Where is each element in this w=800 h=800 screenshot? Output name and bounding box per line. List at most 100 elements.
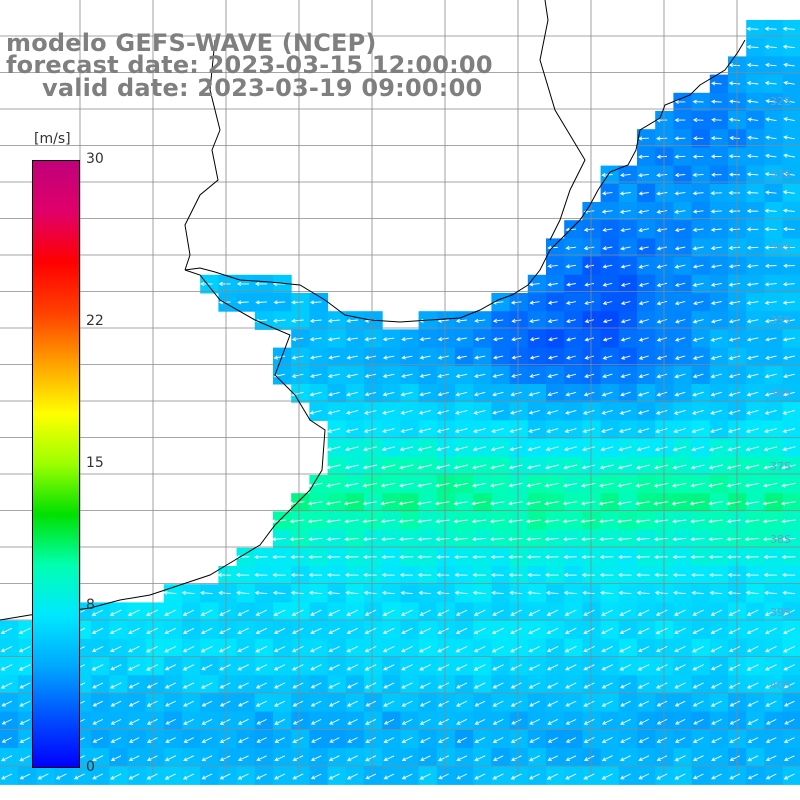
wind-arrow	[617, 464, 632, 470]
wind-arrow	[655, 664, 668, 671]
wind-arrow	[400, 590, 413, 595]
wind-arrow	[710, 191, 722, 196]
wind-arrow	[656, 319, 668, 324]
wind-arrow	[437, 337, 449, 342]
wind-arrow	[584, 373, 595, 378]
wind-arrow	[37, 773, 49, 780]
wind-arrow	[638, 373, 649, 379]
wind-arrow	[765, 355, 777, 360]
wind-arrow	[691, 572, 705, 577]
wind-arrow	[271, 537, 286, 542]
wind-arrow	[419, 664, 431, 671]
wind-arrow	[417, 555, 432, 560]
wind-arrow	[419, 682, 431, 689]
wind-arrow	[347, 737, 358, 743]
wind-arrow	[380, 464, 396, 470]
wind-arrow	[620, 300, 631, 306]
wind-arrow	[674, 282, 686, 287]
wind-arrow	[764, 590, 777, 595]
wind-arrow	[728, 300, 741, 306]
wind-arrow	[91, 627, 104, 634]
wind-arrow	[728, 117, 741, 122]
wind-arrow	[692, 664, 704, 671]
wind-arrow	[363, 428, 377, 433]
wind-arrow	[346, 627, 359, 634]
wind-arrow	[109, 609, 122, 616]
wind-arrow	[746, 664, 759, 671]
wind-arrow	[783, 773, 795, 780]
wind-arrow	[581, 555, 596, 560]
wind-arrow	[746, 391, 759, 397]
wind-arrow	[365, 718, 377, 725]
wind-arrow	[728, 227, 741, 232]
wind-arrow	[525, 519, 541, 524]
wind-arrow	[729, 718, 740, 725]
wind-arrow	[417, 519, 432, 524]
wind-arrow	[765, 62, 777, 68]
wind-arrow	[671, 482, 687, 488]
wind-arrow	[692, 609, 704, 616]
wind-arrow	[328, 755, 340, 762]
wind-arrow	[673, 428, 686, 434]
wind-arrow	[528, 391, 541, 397]
wind-arrow	[764, 44, 777, 49]
wind-arrow	[237, 664, 249, 671]
wind-arrow	[620, 700, 631, 707]
wind-arrow	[455, 318, 468, 323]
wind-arrow	[19, 700, 31, 707]
wind-arrow	[146, 627, 158, 635]
wind-arrow	[728, 282, 741, 287]
wind-arrow	[728, 355, 741, 360]
wind-arrow	[525, 501, 541, 506]
wind-arrow	[547, 300, 558, 305]
wind-arrow	[764, 609, 777, 616]
wind-arrow	[783, 737, 795, 743]
wind-arrow	[708, 519, 723, 524]
wind-arrow	[436, 590, 450, 595]
wind-arrow	[710, 227, 722, 232]
wind-arrow	[674, 319, 686, 324]
wind-arrow	[400, 391, 413, 397]
wind-arrow	[692, 355, 704, 360]
wind-arrow	[672, 555, 687, 560]
wind-arrow	[728, 172, 741, 177]
wind-arrow	[528, 664, 541, 671]
wind-arrow	[782, 446, 796, 452]
wind-arrow	[565, 373, 577, 378]
colorbar-tick-label: 30	[86, 151, 104, 167]
wind-arrow	[344, 482, 359, 488]
wind-arrow	[638, 337, 649, 342]
wind-arrow	[746, 319, 759, 324]
wind-arrow	[727, 446, 741, 452]
wind-arrow	[564, 627, 577, 634]
wind-arrow	[508, 519, 523, 524]
wind-arrow	[274, 718, 286, 725]
wind-arrow	[728, 409, 741, 415]
wind-arrow	[674, 373, 686, 379]
latitude-label: 37S	[770, 460, 791, 473]
wind-arrow	[436, 410, 450, 415]
wind-arrow	[91, 646, 104, 653]
wind-arrow	[600, 428, 613, 433]
wind-arrow	[274, 773, 286, 780]
wind-arrow	[489, 537, 505, 542]
colorbar-tick-label: 22	[86, 313, 104, 330]
wind-arrow	[783, 318, 795, 324]
wind-arrow	[383, 682, 395, 689]
wind-arrow	[417, 572, 432, 577]
wind-arrow	[764, 627, 777, 635]
wind-arrow	[529, 700, 540, 707]
wind-arrow	[636, 590, 650, 595]
wind-arrow	[635, 501, 651, 506]
wind-arrow	[435, 464, 450, 470]
wind-arrow	[380, 501, 396, 506]
wind-arrow	[146, 664, 158, 671]
wind-arrow	[656, 355, 668, 360]
wind-arrow	[346, 318, 359, 323]
wind-arrow	[674, 755, 686, 762]
wind-arrow	[219, 682, 231, 689]
coastline-west	[0, 269, 326, 621]
wind-arrow	[489, 501, 505, 506]
wind-arrow	[362, 519, 378, 524]
wind-arrow	[602, 373, 613, 379]
